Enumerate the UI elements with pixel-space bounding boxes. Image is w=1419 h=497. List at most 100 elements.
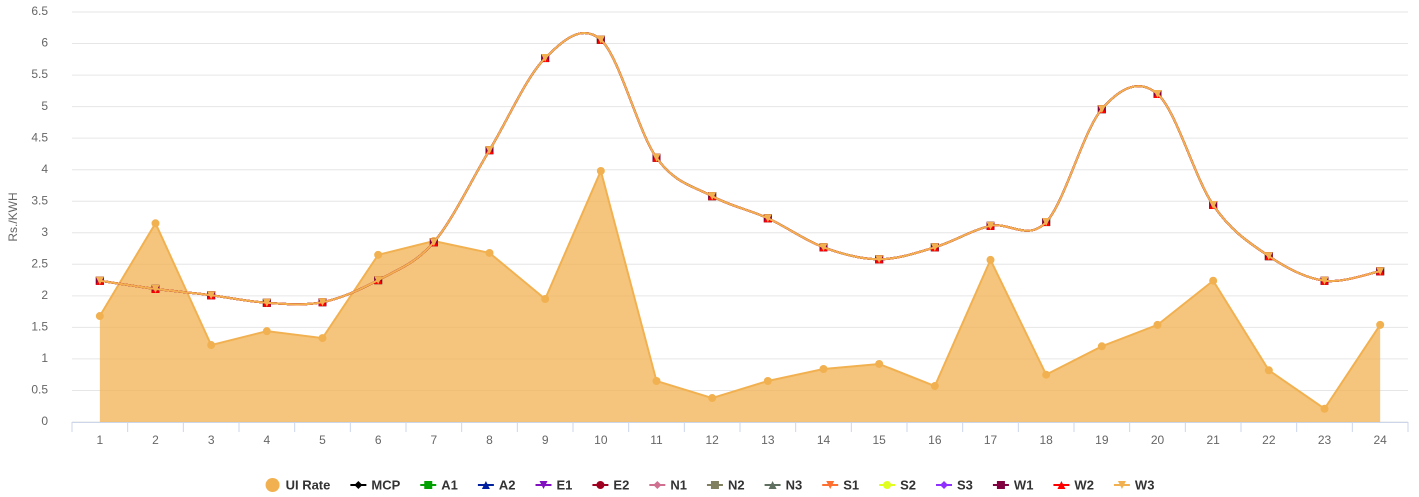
legend-item: N3 <box>764 477 803 492</box>
legend-item: E2 <box>592 477 629 492</box>
y-tick-label: 2 <box>41 288 48 302</box>
x-tick-label: 20 <box>1151 433 1165 447</box>
y-tick-label: 6 <box>41 36 48 50</box>
marker <box>826 481 835 489</box>
marker <box>996 481 1005 489</box>
marker <box>1209 276 1218 285</box>
marker <box>1097 342 1106 351</box>
marker <box>424 481 433 489</box>
legend-label: W1 <box>1014 477 1034 492</box>
marker <box>1042 218 1051 227</box>
marker <box>541 295 550 303</box>
marker <box>374 276 383 285</box>
y-tick-label: 2.5 <box>31 256 48 270</box>
marker <box>207 291 216 300</box>
line <box>99 32 1381 306</box>
marker <box>207 341 216 350</box>
x-tick-label: 9 <box>542 433 549 447</box>
legend-item: S3 <box>936 477 973 492</box>
x-tick-label: 1 <box>96 433 103 447</box>
x-tick-label: 18 <box>1039 433 1053 447</box>
marker <box>318 298 327 307</box>
marker <box>763 377 772 385</box>
marker <box>1376 320 1385 329</box>
area <box>99 170 1381 422</box>
line <box>99 32 1381 306</box>
marker <box>1042 370 1051 379</box>
x-tick-label: 7 <box>430 433 437 447</box>
marker <box>151 219 160 228</box>
x-tick-label: 10 <box>594 433 608 447</box>
marker <box>318 334 327 343</box>
marker <box>1320 276 1329 285</box>
legend-item: N1 <box>649 477 687 492</box>
marker <box>1320 404 1329 413</box>
marker <box>1264 366 1273 375</box>
legend-item: W1 <box>992 477 1034 492</box>
x-tick-label: 11 <box>650 433 663 447</box>
y-tick-label: 0.5 <box>31 383 48 397</box>
legend-label: E1 <box>557 477 573 492</box>
marker <box>930 243 939 252</box>
legend-label: A1 <box>441 477 458 492</box>
marker <box>653 481 662 489</box>
marker <box>1117 481 1126 489</box>
legend-label: N3 <box>786 477 803 492</box>
legend: UI Rate MCP A1 A2 E1 E2 N1 N2 N3 S1 S2 S3 W1 W2 W3 <box>265 477 1155 492</box>
x-tick-label: 2 <box>152 433 159 447</box>
legend-label: E2 <box>613 477 629 492</box>
marker <box>265 478 280 492</box>
legend-item: N2 <box>706 477 745 492</box>
marker <box>596 35 605 44</box>
x-tick-label: 3 <box>208 433 215 447</box>
y-tick-label: 0 <box>41 414 48 428</box>
legend-label: N2 <box>728 477 745 492</box>
legend-label: N1 <box>670 477 687 492</box>
marker <box>262 327 271 336</box>
marker <box>354 481 363 489</box>
marker <box>986 221 995 230</box>
legend-label: W3 <box>1135 477 1155 492</box>
x-tick-label: 24 <box>1373 433 1387 447</box>
line <box>99 32 1381 306</box>
marker <box>1153 320 1162 329</box>
marker <box>708 394 717 403</box>
line <box>99 32 1381 306</box>
marker <box>541 54 550 63</box>
x-tick-label: 21 <box>1206 433 1220 447</box>
y-tick-label: 4 <box>41 162 48 176</box>
marker <box>652 153 661 162</box>
marker <box>1153 90 1162 98</box>
legend-label: A2 <box>499 477 516 492</box>
x-tick-label: 19 <box>1095 433 1109 447</box>
marker <box>1264 252 1273 261</box>
marker <box>883 481 892 489</box>
legend-item: A1 <box>420 477 458 492</box>
legend-item: A2 <box>477 477 516 492</box>
legend-label: S3 <box>957 477 973 492</box>
marker <box>151 284 160 293</box>
marker <box>1057 481 1066 489</box>
x-tick-label: 4 <box>263 433 270 447</box>
legend-item: S1 <box>822 477 859 492</box>
marker <box>95 312 104 321</box>
x-tick-label: 13 <box>761 433 775 447</box>
line <box>99 32 1381 306</box>
marker <box>710 481 719 489</box>
marker <box>485 146 494 155</box>
marker <box>374 250 383 259</box>
marker <box>708 192 717 201</box>
marker <box>485 248 494 257</box>
line <box>99 32 1381 306</box>
x-tick-label: 8 <box>486 433 493 447</box>
x-tick-label: 5 <box>319 433 326 447</box>
line <box>99 32 1381 306</box>
line <box>99 32 1381 306</box>
marker <box>1376 267 1385 276</box>
legend-item: W3 <box>1113 477 1155 492</box>
x-tick-label: 12 <box>705 433 719 447</box>
line <box>99 32 1381 306</box>
marker <box>429 238 438 247</box>
line <box>99 32 1381 306</box>
